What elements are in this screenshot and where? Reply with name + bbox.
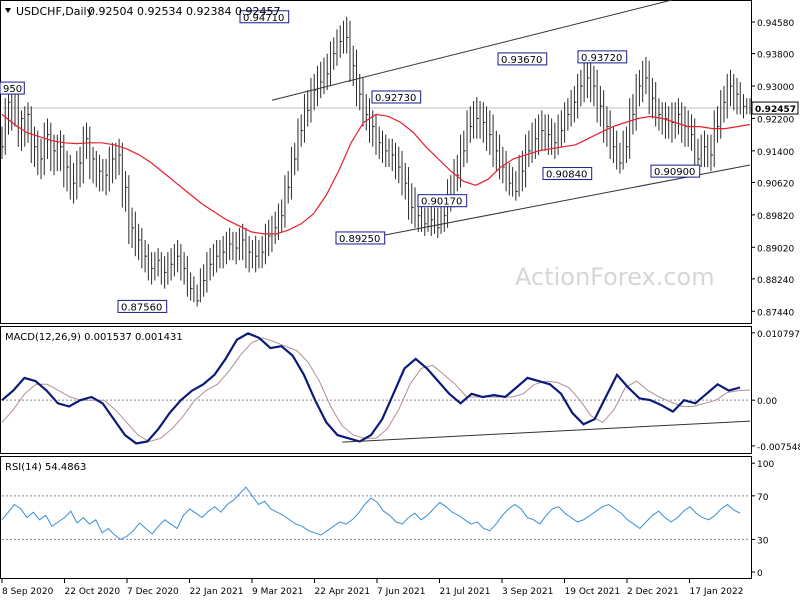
price-annotation-label: 0.93720 [581,53,622,64]
x-tick-label: 3 Sep 2021 [502,587,553,597]
price-annotation-label: 0.90900 [654,167,695,178]
x-tick-label: 7 Dec 2020 [127,587,179,597]
macd-title: MACD(12,26,9) 0.001537 0.001431 [5,332,183,343]
rsi-line [1,486,741,540]
price-annotation-box [239,10,290,24]
rsi-tick-label: 70 [757,493,769,503]
price-tick-label: 0.90620 [757,179,794,189]
price-annotation-box [335,231,386,245]
macd-tick-label: 0.00 [757,397,777,407]
macd-tick-label: 0.010797 [757,330,800,340]
x-tick-label: 2 Dec 2021 [627,587,679,597]
macd-panel-frame [0,326,752,454]
x-tick-label: 21 Jul 2021 [440,587,491,597]
price-annotation-box [650,164,701,178]
price-annotation-label: 0.90170 [421,197,462,208]
price-annotation-box [417,194,468,208]
price-annotation-label: 0.93670 [501,55,542,66]
x-tick-label: 22 Jan 2021 [190,587,244,597]
price-annotation-box [577,50,628,64]
x-tick-label: 17 Jan 2022 [690,587,744,597]
macd-signal-line [1,337,751,443]
price-tick-label: 0.89820 [757,212,794,222]
price-tick-label: 0.87440 [757,308,794,318]
macd-layer [1,332,751,445]
price-annotation-label: 0.92730 [375,93,416,104]
price-annotation-box [117,299,168,313]
price-tick-label: 0.89020 [757,244,794,254]
price-annotation-box [0,81,25,95]
price-annotation-box [497,52,548,66]
price-tick-label: 0.93000 [757,83,794,93]
rsi-tick-label: 30 [757,536,769,546]
rsi-panel-frame [0,456,752,579]
macd-tick-label: -0.007548 [757,443,800,453]
price-panel-frame [0,0,752,324]
rsi-tick-label: 100 [757,460,774,470]
x-tick-label: 7 Jun 2021 [377,587,425,597]
axis-layer: 0.94580 0.93800 0.93000 0.92200 0.91400 0.906… [1,19,800,597]
ema-line [1,113,751,235]
price-tick-label: 0.93800 [757,51,794,61]
price-layer: 0.94710 0.87560 0.89250 0.92730 0.90170 0.936… [0,0,752,313]
rsi-layer [1,486,750,540]
x-tick-label: 22 Oct 2020 [65,587,121,597]
rsi-tick-label: 0 [757,569,763,579]
price-tick-label: 0.92200 [757,115,794,125]
macd-trendline [342,420,751,443]
watermark: ActionForex.com [515,263,715,291]
last-price-label: 0.92457 [755,105,796,115]
price-annotation-box [371,90,422,104]
rsi-title: RSI(14) 54.4863 [5,462,86,473]
x-tick-label: 8 Sep 2020 [2,587,54,597]
channel-upper-line [271,0,674,101]
macd-line [1,332,741,445]
price-annotation-label: 0.87560 [121,302,162,313]
symbol-label: USDCHF,Daily [16,5,94,18]
x-tick-label: 22 Apr 2021 [315,587,371,597]
x-tick-label: 9 Mar 2021 [252,587,303,597]
price-tick-label: 0.88240 [757,276,794,286]
price-annotation-label: 0.90840 [546,170,587,181]
x-tick-label: 19 Oct 2021 [565,587,621,597]
price-annotation-label: 950 [3,84,22,95]
price-annotation-label: 0.89250 [339,234,380,245]
price-annotation-label: 0.94710 [243,13,284,24]
header-triangle-icon [5,8,11,13]
ohlc-values: 0.92504 0.92534 0.92384 0.92457 [88,5,280,18]
price-tick-label: 0.94580 [757,19,794,29]
price-tick-label: 0.91400 [757,148,794,158]
last-price-box [751,101,799,115]
price-annotation-box [542,167,593,181]
